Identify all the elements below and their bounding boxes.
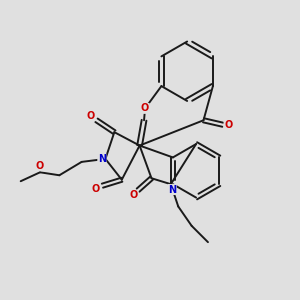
Text: O: O: [224, 120, 232, 130]
Text: O: O: [141, 103, 149, 113]
Text: O: O: [92, 184, 100, 194]
Text: O: O: [36, 161, 44, 171]
Text: N: N: [168, 184, 176, 194]
Text: O: O: [86, 111, 95, 121]
Text: O: O: [130, 190, 138, 200]
Text: N: N: [98, 154, 106, 164]
